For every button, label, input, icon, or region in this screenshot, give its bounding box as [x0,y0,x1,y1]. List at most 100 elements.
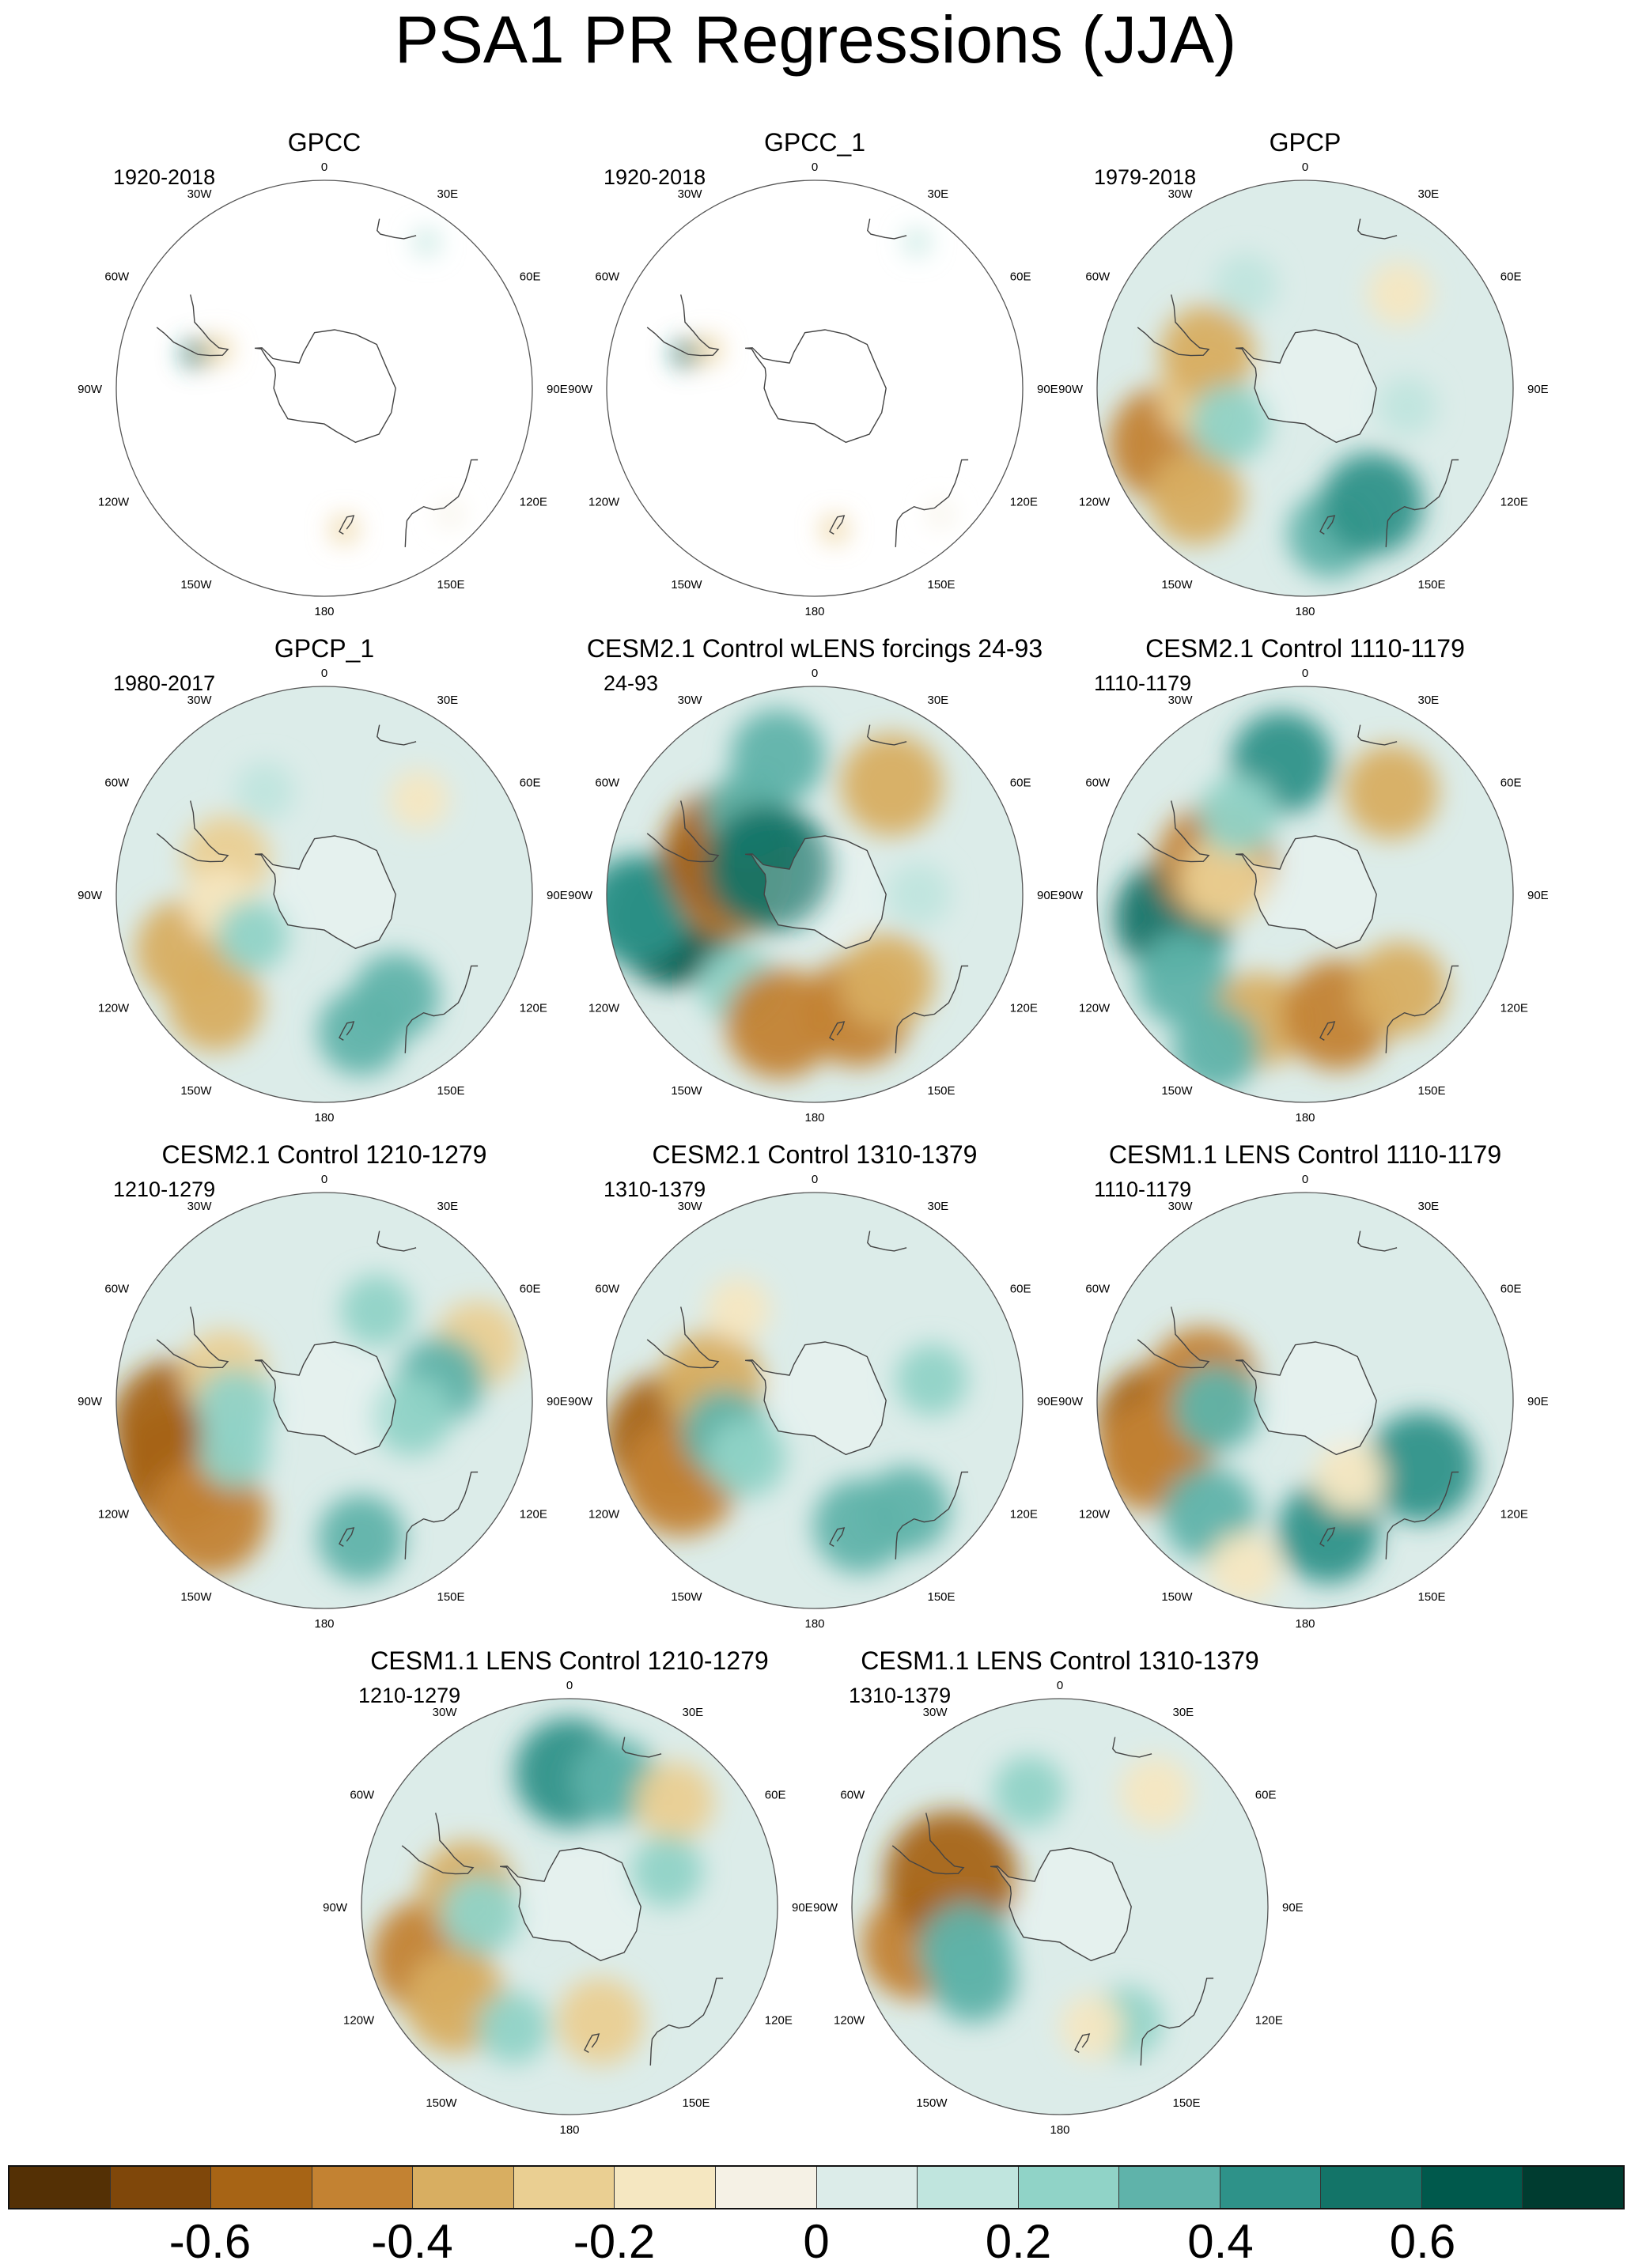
longitude-label: 30E [1418,187,1440,201]
longitude-label: 120E [520,1508,547,1521]
colorbar-segment [1220,2167,1322,2208]
coastline [1137,800,1210,863]
longitude-label: 150E [1173,2096,1201,2110]
longitude-label: 90E [1527,383,1549,396]
longitude-label: 0 [1057,1679,1063,1692]
regression-anomaly [1119,1756,1192,1829]
coastline [1137,1306,1210,1369]
longitude-label: 0 [812,667,818,680]
longitude-label: 30W [678,694,703,707]
regression-anomaly [168,956,263,1051]
map-panel: CESM2.1 Control 1210-1279 1210-1279 0 30E 60… [78,1139,570,1631]
coastline [1357,724,1398,746]
colorbar-segment [615,2167,716,2208]
coastline [1385,459,1459,547]
longitude-label: 60W [104,1283,130,1296]
regression-anomaly [441,1874,520,1954]
regression-anomaly [1368,261,1432,326]
colorbar-tick-label: 0.6 [1389,2215,1456,2268]
map-panel: GPCP 1979-2018 0 30E 60E 90E 120E 150E 180 150W 12… [1058,127,1550,618]
longitude-label: 30W [678,1200,703,1213]
map-boundary [606,686,1024,1103]
coastline [829,1527,846,1547]
longitude-label: 30E [928,694,949,707]
coastline [377,724,417,746]
longitude-label: 150W [180,578,212,592]
longitude-label: 30E [683,1706,704,1719]
map-boundary [115,686,533,1103]
longitude-label: 150W [180,1084,212,1098]
polar-map: 0 30E 60E 90E 120E 150E 180 150W 120W 90W 60W 30W [323,1679,813,2137]
panel-years: 24-93 [604,671,659,695]
longitude-label: 60E [1500,1283,1522,1296]
longitude-label: 30E [437,1200,459,1213]
colorbar-tick-label: 0.2 [985,2215,1052,2268]
map-boundary [115,1192,533,1609]
longitude-label: 90E [792,1901,813,1915]
regression-anomaly [372,1376,452,1456]
longitude-label: 30W [433,1706,458,1719]
regression-anomaly [840,933,935,1029]
panel-years: 1920-2018 [113,165,216,189]
coastline [1357,218,1398,240]
longitude-label: 120W [1079,1002,1111,1015]
longitude-label: 150W [1161,1590,1193,1604]
map-panel: CESM2.1 Control 1310-1379 1310-1379 0 30E 60… [568,1139,1060,1631]
regression-anomaly [437,501,464,527]
colorbar-segment [211,2167,312,2208]
coastline [895,459,969,547]
longitude-label: 180 [804,605,824,618]
panel-title: CESM2.1 Control 1110-1179 [1145,634,1465,663]
coastline [895,965,969,1053]
panel-years: 1110-1179 [1094,671,1192,695]
colorbar-segment [715,2167,817,2208]
coastline [255,329,396,444]
longitude-label: 150E [1418,1084,1446,1098]
longitude-label: 90W [78,1395,103,1408]
coastline [156,800,229,863]
polar-map: 0 30E 60E 90E 120E 150E 180 150W 120W 90W 60W 30W [568,161,1058,618]
coastline [622,1737,662,1758]
panel-years: 1210-1279 [113,1177,216,1201]
coastline [156,294,229,357]
longitude-label: 60E [520,270,541,284]
longitude-label: 90W [568,889,593,902]
longitude-label: 60E [1010,777,1031,790]
longitude-label: 60W [595,270,620,284]
coastline [339,1021,355,1041]
longitude-label: 180 [1295,1617,1315,1631]
longitude-label: 150E [928,578,956,592]
longitude-label: 30W [187,1200,213,1213]
coastline [404,459,479,547]
panel-title: GPCC [287,128,361,157]
longitude-label: 150E [1418,1590,1446,1604]
coastline [156,1306,229,1369]
longitude-label: 120E [520,496,547,509]
regression-anomaly [862,1466,950,1554]
polar-map: 0 30E 60E 90E 120E 150E 180 150W 120W 90W 60W 30W [1058,667,1549,1125]
longitude-label: 60W [595,777,620,790]
longitude-label: 120E [1010,496,1038,509]
coastline [1385,1471,1459,1559]
coastline [1112,1737,1152,1758]
longitude-label: 150E [928,1084,956,1098]
panel-years: 1980-2017 [113,671,216,695]
coastline [1236,1341,1377,1456]
colorbar-tick-label: -0.4 [371,2215,453,2268]
longitude-label: 0 [812,1173,818,1186]
longitude-label: 90E [1282,1901,1304,1915]
panel-years: 1920-2018 [604,165,706,189]
regression-anomaly [1343,744,1439,840]
longitude-label: 0 [1302,161,1308,174]
longitude-label: 150W [916,2096,948,2110]
colorbar-segment [816,2167,918,2208]
longitude-label: 60E [765,1789,786,1802]
coastline [1236,329,1377,444]
coastline [745,329,887,444]
polar-map: 0 30E 60E 90E 120E 150E 180 150W 120W 90W 60W 30W [78,667,568,1125]
longitude-label: 150E [437,578,465,592]
panel-years: 1210-1279 [358,1684,461,1707]
longitude-label: 60E [1010,270,1031,284]
longitude-label: 30W [678,187,703,201]
longitude-label: 60E [1500,777,1522,790]
